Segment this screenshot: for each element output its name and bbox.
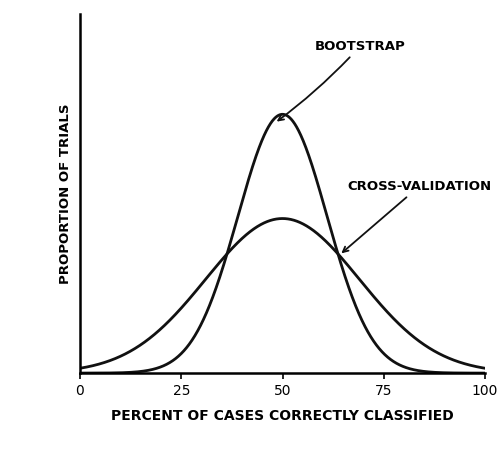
Y-axis label: PROPORTION OF TRIALS: PROPORTION OF TRIALS xyxy=(58,103,71,283)
Text: CROSS-VALIDATION: CROSS-VALIDATION xyxy=(343,180,492,252)
X-axis label: PERCENT OF CASES CORRECTLY CLASSIFIED: PERCENT OF CASES CORRECTLY CLASSIFIED xyxy=(111,409,454,423)
Text: BOOTSTRAP: BOOTSTRAP xyxy=(278,40,406,121)
